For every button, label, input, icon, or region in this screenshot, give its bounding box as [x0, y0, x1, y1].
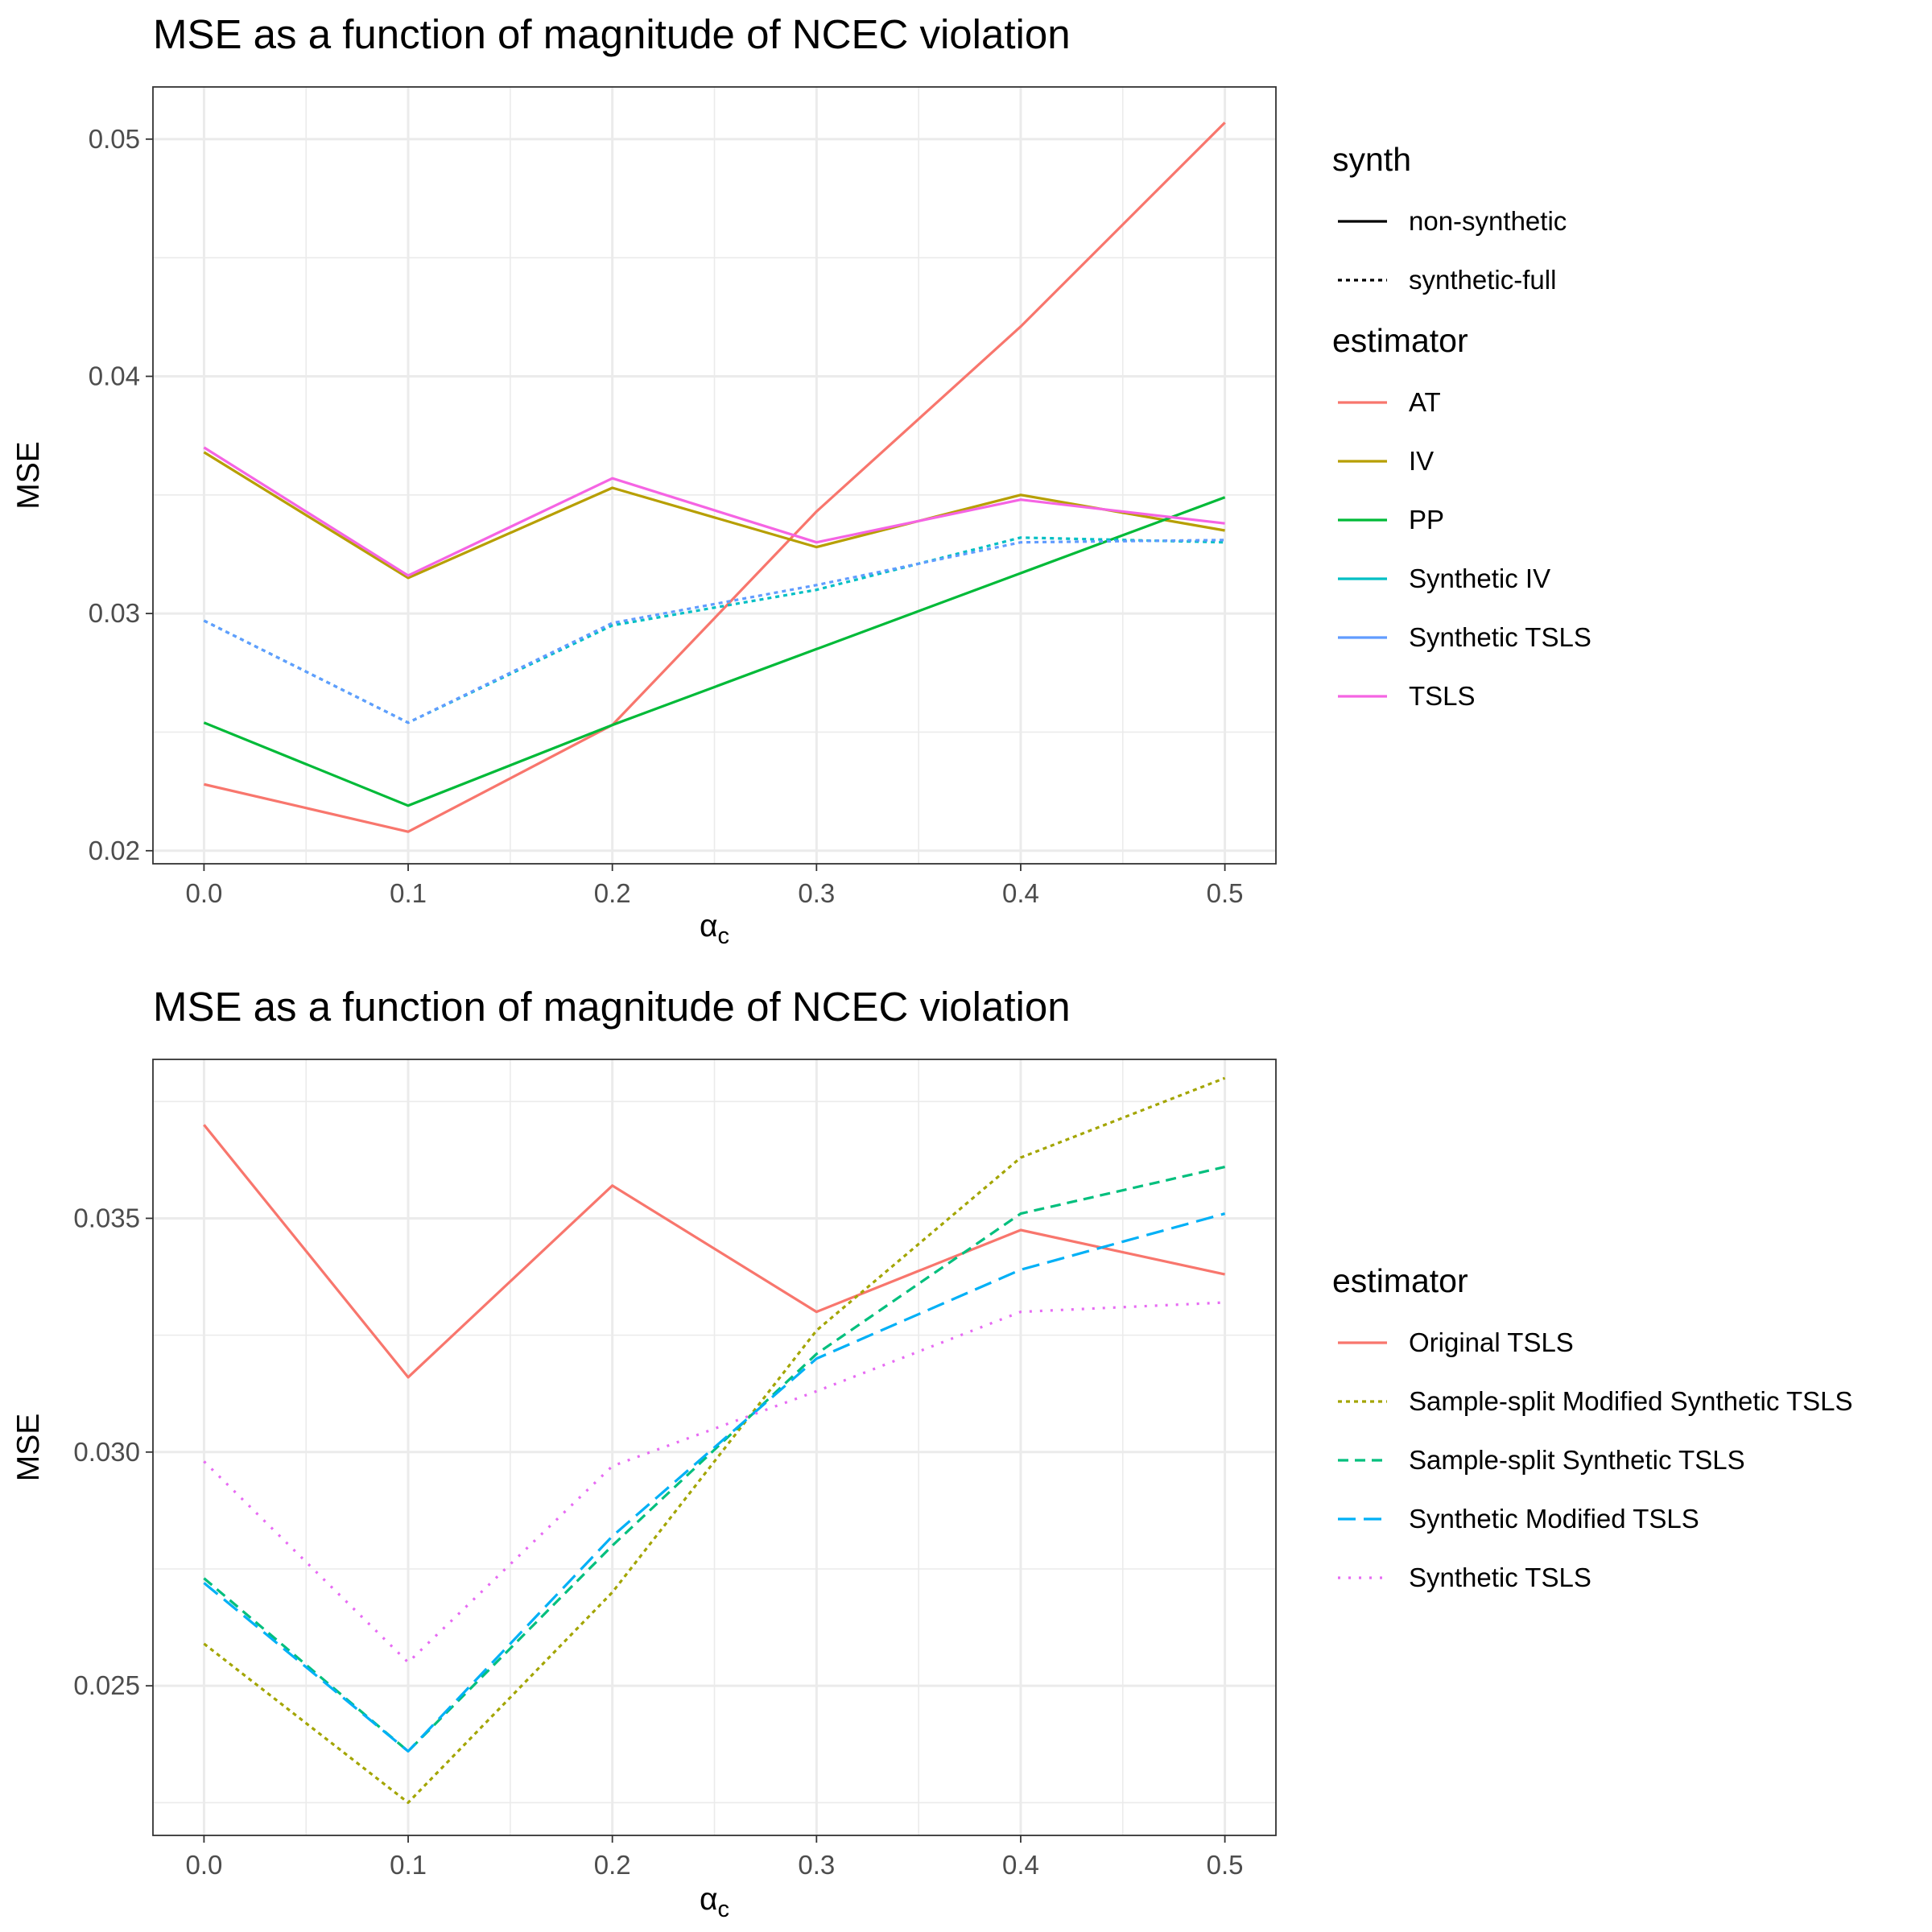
chart-title: MSE as a function of magnitude of NCEC v… — [153, 984, 1071, 1030]
x-tick-label: 0.1 — [390, 1850, 427, 1880]
y-tick-label: 0.025 — [73, 1670, 140, 1700]
series-line-iv: IV — [203, 451, 1225, 580]
x-tick-label: 0.3 — [798, 1850, 835, 1880]
x-tick-label: 0.0 — [185, 878, 222, 908]
series-line-original-tsls: Original TSLS — [203, 1124, 1225, 1379]
y-tick-label: 0.030 — [73, 1437, 140, 1467]
y-tick-label: 0.05 — [89, 124, 140, 154]
series-line-synthetic-tsls: Synthetic TSLS — [203, 539, 1225, 724]
panel-border — [152, 1059, 1277, 1836]
x-axis-label: αc — [700, 909, 729, 949]
y-tick-label: 0.02 — [89, 836, 140, 865]
legend-item-label: Synthetic TSLS — [1409, 622, 1591, 652]
legend-item-label: synthetic-full — [1409, 265, 1556, 295]
x-tick-label: 0.4 — [1002, 1850, 1039, 1880]
x-tick-label: 0.0 — [185, 1850, 222, 1880]
gridlines — [153, 1059, 1276, 1835]
gridlines — [153, 87, 1276, 864]
legend-item-label: Sample-split Modified Synthetic TSLS — [1409, 1386, 1852, 1416]
x-tick-label: 0.3 — [798, 878, 835, 908]
x-tick-label: 0.4 — [1002, 878, 1039, 908]
legend-title: synth — [1332, 141, 1411, 178]
series-line-sample-split-modified-synthetic-tsls: Sample-split Modified Synthetic TSLS — [203, 1076, 1226, 1804]
chart-panel-2: MSE as a function of magnitude of NCEC v… — [11, 984, 1852, 1922]
legend-item-label: AT — [1409, 387, 1441, 417]
y-axis-label: MSE — [11, 1414, 46, 1482]
legend-item-label: Synthetic Modified TSLS — [1409, 1504, 1699, 1534]
legend-item-label: Synthetic TSLS — [1409, 1563, 1591, 1592]
series-line-pp: PP — [203, 496, 1226, 807]
axes: 0.0 0.1 0.2 0.3 0.4 0.5 0.025 0.030 0.035 αc MSE — [11, 1203, 1244, 1922]
legend-item-label: PP — [1409, 505, 1444, 535]
x-tick-label: 0.5 — [1207, 1850, 1244, 1880]
axes: 0.0 0.1 0.2 0.3 0.4 0.5 0.02 0.03 0.04 0.05 αc MSE — [11, 124, 1244, 949]
x-tick-label: 0.5 — [1207, 878, 1244, 908]
panel-border — [152, 86, 1277, 865]
x-tick-label: 0.1 — [390, 878, 427, 908]
legend-item-label: Sample-split Synthetic TSLS — [1409, 1445, 1745, 1475]
chart-title: MSE as a function of magnitude of NCEC v… — [153, 11, 1071, 57]
legend-item-label: TSLS — [1409, 681, 1476, 711]
legend-title: estimator — [1332, 1262, 1468, 1299]
legend-item-label: Synthetic IV — [1409, 564, 1550, 593]
x-axis-label: αc — [700, 1882, 729, 1922]
y-tick-label: 0.04 — [89, 361, 140, 390]
y-tick-label: 0.03 — [89, 598, 140, 628]
y-axis-label: MSE — [11, 441, 46, 510]
series-line-synthetic-iv: Synthetic IV — [203, 536, 1225, 724]
legend: estimator Original TSLS Sample-split Modif… — [1332, 1262, 1852, 1592]
legend-item-label: non-synthetic — [1409, 206, 1567, 236]
x-tick-label: 0.2 — [594, 878, 631, 908]
chart-panel-1: MSE as a function of magnitude of NCEC v… — [11, 11, 1591, 949]
legend: synth non-synthetic synthetic-full estimato… — [1332, 141, 1591, 711]
legend-item-label: IV — [1409, 446, 1434, 476]
series-line-synthetic-modified-tsls: Synthetic Modified TSLS — [203, 1212, 1226, 1753]
series-line-tsls: TSLS — [203, 446, 1225, 577]
x-tick-label: 0.2 — [594, 1850, 631, 1880]
y-tick-label: 0.035 — [73, 1203, 140, 1232]
legend-item-label: Original TSLS — [1409, 1327, 1574, 1357]
series-line-at: AT — [204, 122, 1226, 833]
legend-title: estimator — [1332, 322, 1468, 359]
